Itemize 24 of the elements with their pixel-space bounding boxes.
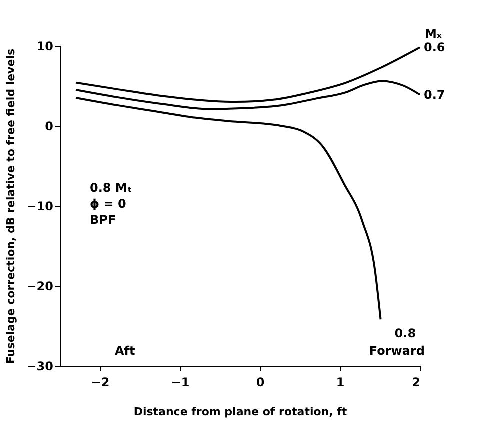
annotation: Forward	[369, 344, 425, 358]
y-tick-label: −30	[26, 360, 54, 374]
annotation: BPF	[90, 213, 116, 227]
y-tick-label: −20	[26, 280, 54, 294]
legend-title: Mₓ	[425, 27, 442, 41]
x-tick-label: 0	[256, 376, 265, 390]
y-tick-label: 0	[45, 120, 54, 134]
annotation: ϕ = 0	[90, 197, 126, 211]
line-series	[75, 46, 421, 103]
y-tick-label: −10	[26, 200, 54, 214]
annotation: 0.8 Mₜ	[90, 181, 132, 195]
annotation: Aft	[115, 344, 136, 358]
x-tick-label: −1	[171, 376, 190, 390]
x-axis-title: Distance from plane of rotation, ft	[134, 406, 348, 418]
x-tick-label: 1	[336, 376, 345, 390]
y-axis-title: Fuselage correction, dB relative to free field levels	[4, 48, 18, 364]
series-label: 0.7	[424, 88, 446, 102]
line-series	[75, 80, 421, 110]
series-label: 0.6	[424, 40, 446, 55]
series-label: 0.8	[394, 326, 416, 341]
x-tick-label: −2	[91, 376, 110, 390]
x-tick-label: 2	[412, 376, 420, 390]
y-tick-label: 10	[36, 40, 54, 54]
line-series	[75, 97, 382, 321]
